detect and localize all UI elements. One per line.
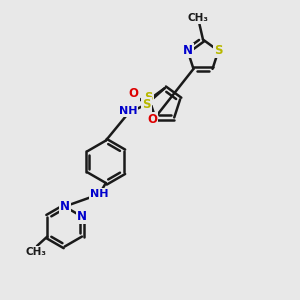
- Text: S: S: [214, 44, 223, 57]
- Text: NH: NH: [89, 189, 108, 199]
- Text: N: N: [60, 200, 70, 213]
- Text: S: S: [142, 98, 151, 111]
- Text: CH₃: CH₃: [188, 13, 208, 23]
- Text: S: S: [145, 92, 153, 104]
- Text: O: O: [147, 112, 158, 126]
- Text: CH₃: CH₃: [26, 247, 47, 257]
- Text: N: N: [77, 210, 87, 223]
- Text: O: O: [129, 87, 139, 100]
- Text: NH: NH: [119, 106, 137, 116]
- Text: N: N: [183, 44, 193, 57]
